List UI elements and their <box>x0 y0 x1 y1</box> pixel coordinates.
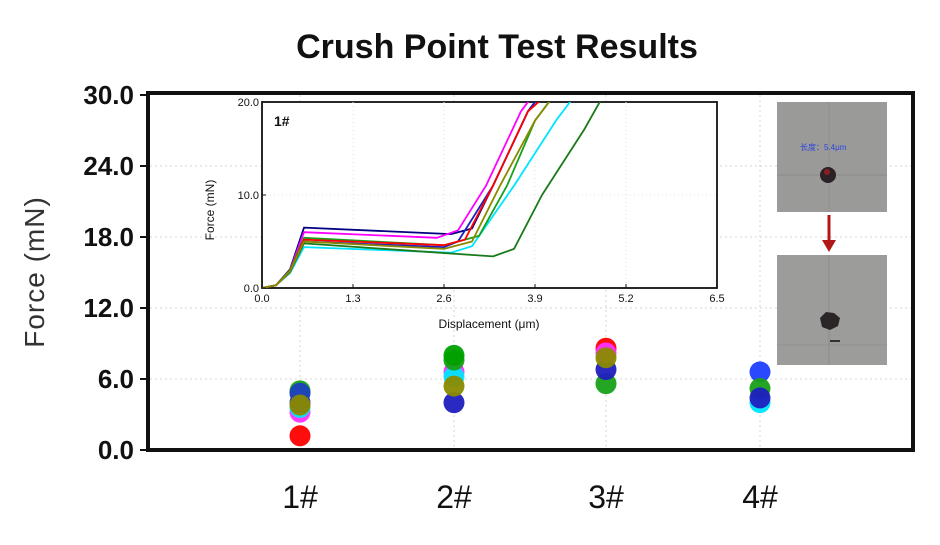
inset-x-ticks: 0.0 1.3 2.6 3.9 5.2 6.5 <box>254 284 725 305</box>
y-tick-label: 6.0 <box>98 364 134 394</box>
inset-x-tick-label: 1.3 <box>345 293 360 305</box>
y-tick-label: 30.0 <box>83 80 134 110</box>
data-point <box>749 361 771 383</box>
inset-chart: 0.0 1.3 2.6 3.9 5.2 6.5 0.0 10.0 20.0 1# Displa… <box>203 97 725 331</box>
inset-y-tick-label: 0.0 <box>244 283 259 295</box>
data-point <box>443 392 465 414</box>
y-tick-label: 24.0 <box>83 151 134 181</box>
data-point <box>289 425 311 447</box>
x-tick-label: 3# <box>588 479 624 515</box>
inset-x-tick-label: 5.2 <box>618 293 633 305</box>
arrow-head <box>822 240 836 252</box>
inset-gridlines <box>262 102 717 288</box>
inset-x-tick-label: 0.0 <box>254 293 269 305</box>
data-points <box>289 337 771 447</box>
inset-x-tick-label: 2.6 <box>436 293 451 305</box>
data-point <box>595 347 617 369</box>
micrograph-before <box>777 102 887 212</box>
micrograph-images: 长度：5.4μm <box>777 102 887 365</box>
data-point <box>443 344 465 366</box>
micrograph-after <box>777 255 887 365</box>
scale-bar <box>830 340 840 342</box>
data-point <box>289 394 311 416</box>
y-axis-ticks: 0.0 6.0 12.0 18.0 24.0 30.0 <box>83 80 148 465</box>
inset-series-line <box>262 102 551 288</box>
particle-after <box>820 312 840 330</box>
y-axis-label: Force (mN) <box>19 196 50 348</box>
inset-x-tick-label: 3.9 <box>527 293 542 305</box>
data-point <box>749 387 771 409</box>
inset-series-lines <box>262 102 601 288</box>
inset-y-tick-label: 10.0 <box>238 190 259 202</box>
inset-sample-name: 1# <box>274 113 290 129</box>
x-tick-label: 1# <box>282 479 318 515</box>
inset-x-tick-label: 6.5 <box>709 293 724 305</box>
x-axis-ticks: 1# 2# 3# 4# <box>282 479 778 515</box>
x-tick-label: 2# <box>436 479 472 515</box>
y-tick-label: 18.0 <box>83 222 134 252</box>
chart-title: Crush Point Test Results <box>296 28 698 66</box>
inset-y-ticks: 0.0 10.0 20.0 <box>238 97 266 295</box>
inset-y-tick-label: 20.0 <box>238 97 259 109</box>
particle-before <box>820 167 836 183</box>
inset-y-label: Force (mN) <box>203 180 217 241</box>
particle-highlight <box>824 169 830 175</box>
y-tick-label: 12.0 <box>83 293 134 323</box>
y-tick-label: 0.0 <box>98 435 134 465</box>
inset-x-label: Displacement (μm) <box>439 317 540 331</box>
data-point <box>443 375 465 397</box>
x-tick-label: 4# <box>742 479 778 515</box>
micrograph-size-label: 长度：5.4μm <box>800 142 847 152</box>
